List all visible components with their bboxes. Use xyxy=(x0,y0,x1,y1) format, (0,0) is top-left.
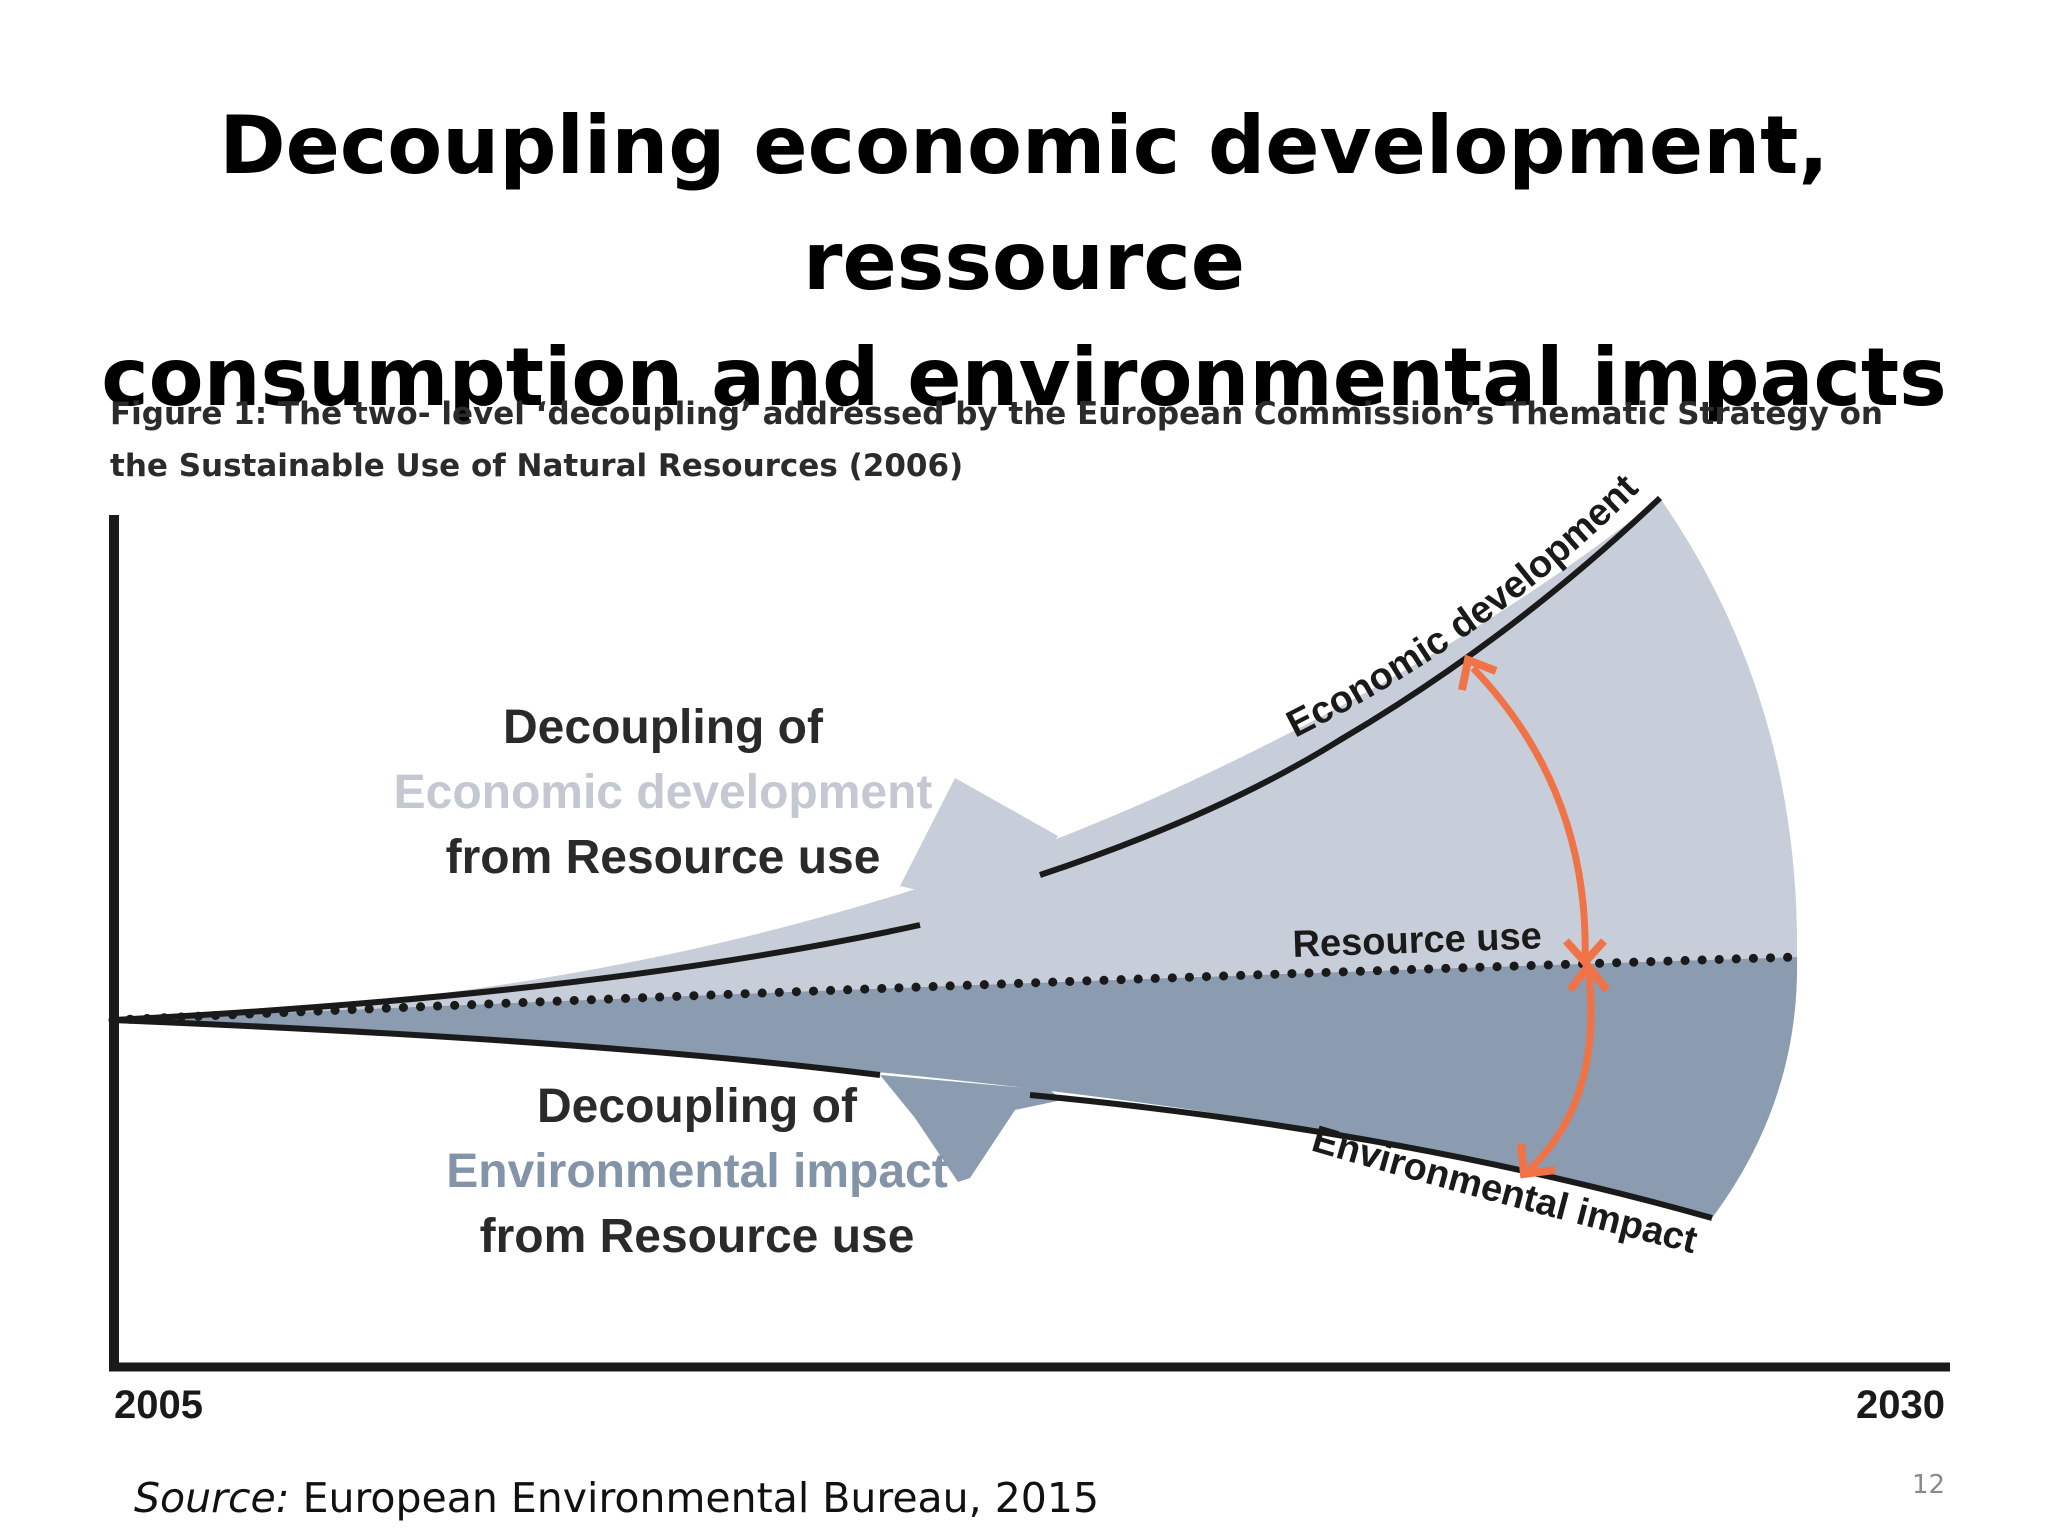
environmental-gap-arrow xyxy=(1524,965,1595,1175)
slide-title: Decoupling economic development, ressour… xyxy=(0,88,2048,436)
economic-gap-arrow xyxy=(1470,665,1589,963)
lower-block-line-3: from Resource use xyxy=(480,1210,915,1263)
lower-block-line-2: Environmental impact xyxy=(446,1145,947,1198)
slide-title-line-2: consumption and environmental impacts xyxy=(101,331,1947,424)
figure-caption-line-2: the Sustainable Use of Natural Resources… xyxy=(110,448,964,484)
economic-development-curve-upper xyxy=(1039,495,1663,878)
axis-start-label: 2005 xyxy=(114,1383,203,1427)
economic-gap-arrowhead-bottom xyxy=(1563,938,1607,968)
upper-block-line-2: Economic development xyxy=(394,766,933,819)
slide-title-line-1: Decoupling economic development, ressour… xyxy=(219,99,1829,308)
source-citation: Source: European Environmental Bureau, 2… xyxy=(134,1474,1099,1522)
lower-block-line-1: Decoupling of xyxy=(537,1080,858,1133)
resource-use-line xyxy=(108,952,1802,1025)
economic-gap-arrowhead-top xyxy=(1458,654,1498,691)
source-prefix: Source: xyxy=(134,1474,290,1522)
lower-fill-region xyxy=(113,957,1798,1218)
upper-block-line-1: Decoupling of xyxy=(503,701,824,754)
upper-fill-region xyxy=(113,498,1798,1020)
page-number: 12 xyxy=(1912,1470,1946,1500)
environmental-gap-arrowhead-bottom xyxy=(1517,1143,1556,1179)
axis-end-label: 2030 xyxy=(1856,1383,1945,1427)
upper-block-line-3: from Resource use xyxy=(446,831,881,884)
figure-caption-line-1: Figure 1: The two- level ‘decoupling’ ad… xyxy=(110,396,1883,432)
environmental-impact-curve xyxy=(112,1017,881,1078)
source-text: European Environmental Bureau, 2015 xyxy=(289,1474,1100,1522)
environmental-impact-curve-lower xyxy=(1029,1092,1713,1221)
environmental-gap-arrowhead-top xyxy=(1566,959,1611,993)
lower-decoupling-arrow xyxy=(880,1075,1062,1182)
figure-caption: Figure 1: The two- level ‘decoupling’ ad… xyxy=(110,388,1970,492)
upper-decoupling-arrow xyxy=(900,778,1058,952)
resource-use-label: Resource use xyxy=(1292,915,1543,966)
